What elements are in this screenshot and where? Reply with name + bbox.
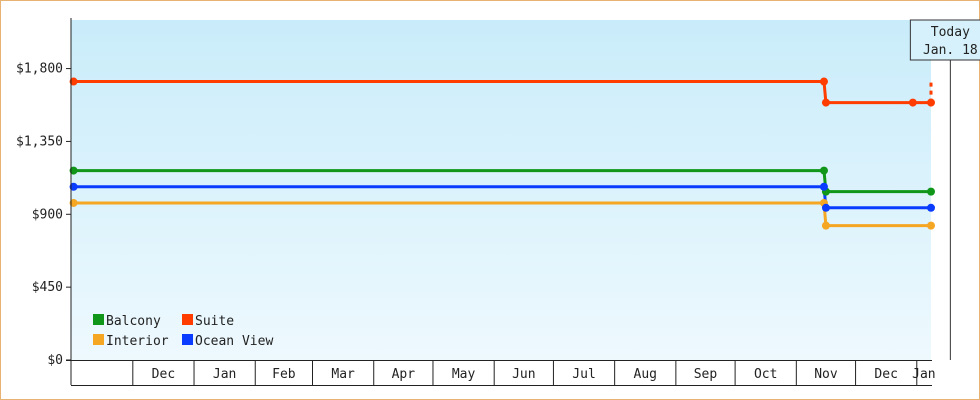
legend: Balcony Suite Interior Ocean View <box>93 314 273 349</box>
y-axis-ticks: $0 $450 $900 $1,350 $1,800 <box>16 62 71 368</box>
plot-background <box>71 20 931 360</box>
data-point <box>821 221 830 230</box>
series-line-ocean-view <box>73 185 931 210</box>
x-tick-label: May <box>452 367 476 382</box>
legend-swatch <box>93 334 104 345</box>
axes <box>66 18 932 386</box>
point-markers <box>69 77 935 230</box>
x-tick-label: Nov <box>814 367 838 382</box>
x-tick-label: Jul <box>572 367 595 382</box>
legend-item-ocean-view: Ocean View <box>182 334 273 349</box>
legend-label: Suite <box>195 314 234 329</box>
x-tick-label: Apr <box>392 367 416 382</box>
legend-item-interior: Interior <box>93 334 169 349</box>
x-axis-ticks: Dec Jan Feb Mar Apr May Jun Jul Aug Sep Oct Nov Dec J… <box>132 360 936 385</box>
y-tick-label: $1,350 <box>16 134 63 149</box>
data-point <box>819 166 828 175</box>
data-point <box>819 182 828 191</box>
x-tick-label: Sep <box>694 367 718 382</box>
legend-item-balcony: Balcony <box>93 314 161 329</box>
today-callout <box>909 19 980 61</box>
today-date: Jan. 18 <box>923 43 978 58</box>
x-tick-label: Feb <box>272 367 296 382</box>
data-point <box>908 98 917 107</box>
data-point <box>819 77 828 86</box>
legend-swatch <box>182 314 193 325</box>
today-indicator: Today Jan. 18 <box>909 19 980 360</box>
legend-swatch <box>93 314 104 325</box>
x-tick-label: Jun <box>512 367 535 382</box>
x-tick-label: Mar <box>331 367 355 382</box>
data-point <box>927 187 935 196</box>
x-tick-label: Oct <box>754 367 777 382</box>
legend-label: Balcony <box>106 314 161 329</box>
x-tick-label: Jan <box>912 367 935 382</box>
data-point <box>927 221 935 230</box>
data-point <box>69 198 78 207</box>
y-tick-label: $450 <box>32 280 63 295</box>
data-point <box>821 203 830 212</box>
legend-label: Ocean View <box>195 334 273 349</box>
y-tick-label: $1,800 <box>16 62 63 77</box>
legend-swatch <box>182 334 193 345</box>
series-line-interior <box>73 201 931 228</box>
data-point <box>69 182 78 191</box>
x-tick-label: Dec <box>874 367 897 382</box>
y-tick-label: $0 <box>47 353 63 368</box>
y-tick-label: $900 <box>32 207 63 222</box>
data-point <box>927 98 935 107</box>
x-tick-label: Jan <box>213 367 236 382</box>
today-label: Today <box>931 25 970 40</box>
series-line-balcony <box>73 169 931 194</box>
x-tick-label: Aug <box>634 367 657 382</box>
x-tick-label: Dec <box>152 367 175 382</box>
data-point <box>69 77 78 86</box>
data-point <box>821 98 830 107</box>
legend-label: Interior <box>106 334 169 349</box>
data-point <box>927 203 935 212</box>
legend-item-suite: Suite <box>182 314 234 329</box>
data-point <box>69 166 78 175</box>
